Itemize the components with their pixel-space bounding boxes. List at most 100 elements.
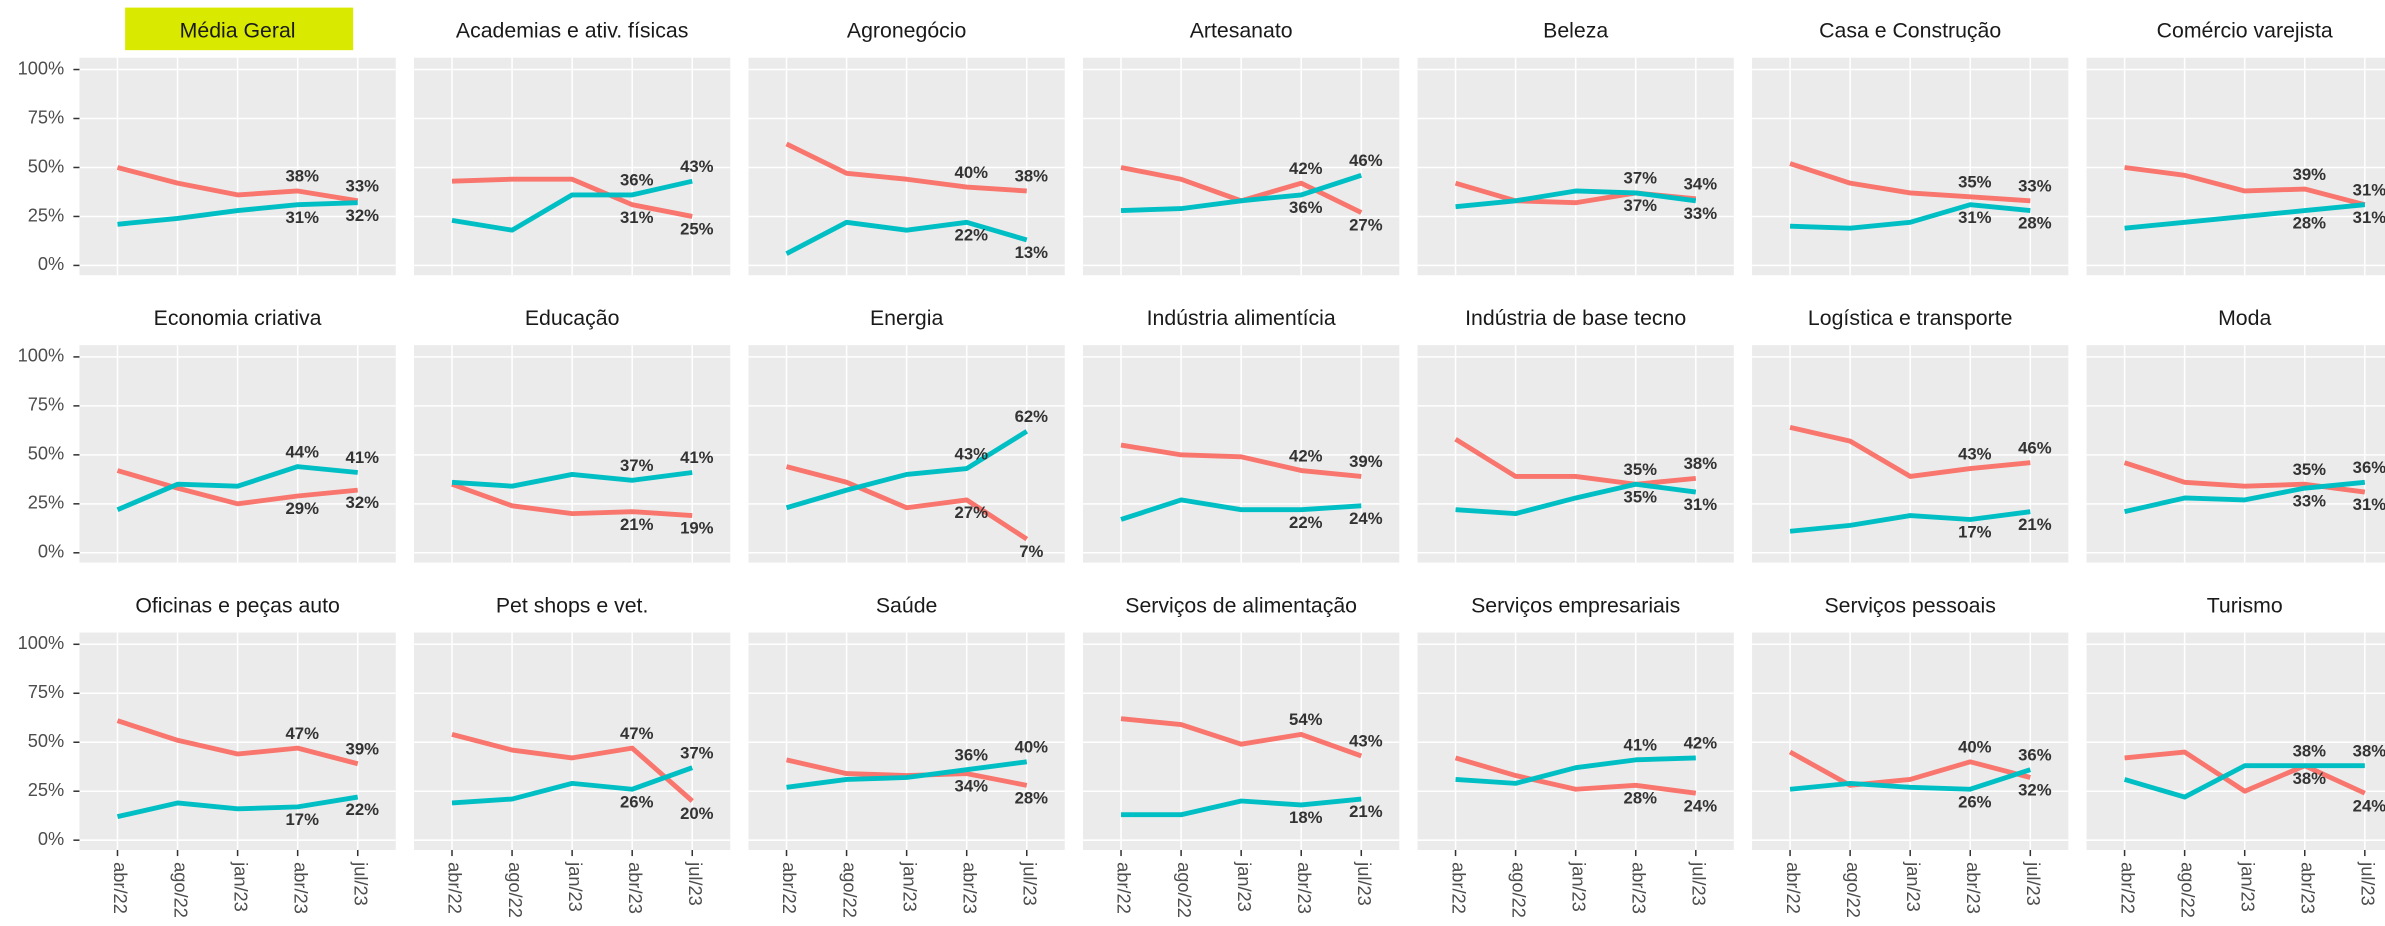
series-line xyxy=(1121,796,1362,818)
data-label: 24% xyxy=(1684,796,1718,815)
x-tick-label: ago/22 xyxy=(1174,862,1195,918)
series-line xyxy=(1455,481,1697,517)
x-tick-label: abr/23 xyxy=(2297,862,2318,914)
data-label: 26% xyxy=(1958,792,1992,811)
panel-background xyxy=(2086,345,2385,563)
data-label: 24% xyxy=(1349,509,1383,528)
series-line xyxy=(2124,202,2366,231)
panel-title: Artesanato xyxy=(1190,19,1293,43)
data-label: 35% xyxy=(1624,460,1658,479)
x-tick-label: abr/22 xyxy=(1114,862,1135,914)
panel-title: Turismo xyxy=(2207,593,2283,617)
data-label: 41% xyxy=(346,448,380,467)
x-tick-label: ago/22 xyxy=(1508,862,1529,918)
x-tick-label: ago/22 xyxy=(505,862,526,918)
series-line xyxy=(117,200,358,227)
x-tick-label: ago/22 xyxy=(839,862,860,918)
series-line xyxy=(1120,716,1363,759)
data-label: 32% xyxy=(346,493,380,512)
data-label: 13% xyxy=(1015,243,1049,262)
x-tick-label: jan/23 xyxy=(1903,861,1924,912)
data-label: 21% xyxy=(2018,515,2052,534)
panel-title: Indústria alimentícia xyxy=(1147,306,1336,330)
data-label: 27% xyxy=(1349,216,1383,235)
data-label: 36% xyxy=(1289,198,1323,217)
data-label: 46% xyxy=(2018,438,2052,457)
series-line xyxy=(1455,755,1696,786)
data-label: 43% xyxy=(1349,732,1383,751)
data-label: 24% xyxy=(2353,796,2385,815)
series-line xyxy=(116,718,359,767)
data-label: 25% xyxy=(680,220,714,239)
panel-title: Moda xyxy=(2218,306,2271,330)
panel-title: Saúde xyxy=(876,593,938,617)
data-label: 28% xyxy=(1015,788,1049,807)
panel-title: Oficinas e peças auto xyxy=(135,593,340,617)
y-tick-label: 50% xyxy=(28,443,65,464)
data-label: 17% xyxy=(1958,523,1992,542)
title-highlight xyxy=(125,7,354,51)
series-line xyxy=(785,141,1027,194)
data-label: 40% xyxy=(955,163,989,182)
data-label: 17% xyxy=(285,810,319,829)
x-tick-label: abr/22 xyxy=(1783,862,1804,914)
data-label: 31% xyxy=(285,208,319,227)
panel-title: Logística e transporte xyxy=(1808,306,2013,330)
data-label: 38% xyxy=(2353,741,2385,760)
y-tick-label: 100% xyxy=(18,632,65,653)
panel-title: Serviços empresariais xyxy=(1471,593,1680,617)
panel-background xyxy=(2086,57,2385,276)
x-tick-label: abr/23 xyxy=(1963,862,1984,914)
panel-title: Serviços de alimentação xyxy=(1125,593,1357,617)
x-tick-label: jan/23 xyxy=(565,861,586,912)
data-label: 47% xyxy=(285,724,319,743)
series-line xyxy=(1789,509,2031,534)
x-tick-label: abr/23 xyxy=(959,862,980,914)
y-tick-label: 75% xyxy=(28,106,65,127)
x-tick-label: ago/22 xyxy=(2177,862,2198,918)
y-tick-label: 50% xyxy=(28,155,65,176)
x-tick-label: jul/23 xyxy=(1354,861,1375,906)
data-label: 44% xyxy=(285,442,319,461)
panel-title: Casa e Construção xyxy=(1819,19,2001,43)
x-tick-label: jul/23 xyxy=(2023,861,2044,906)
panel-title: Beleza xyxy=(1543,19,1608,43)
data-label: 43% xyxy=(680,157,714,176)
data-label: 31% xyxy=(2353,495,2385,514)
data-label: 32% xyxy=(2018,781,2052,800)
data-label: 41% xyxy=(1624,736,1658,755)
data-label: 38% xyxy=(285,167,319,186)
data-label: 19% xyxy=(680,519,714,538)
panel-title: Energia xyxy=(870,306,943,330)
x-tick-label: jul/23 xyxy=(685,861,706,906)
data-label: 21% xyxy=(1349,802,1383,821)
y-tick-label: 25% xyxy=(28,492,65,513)
panel-title: Economia criativa xyxy=(154,306,322,330)
data-label: 21% xyxy=(620,515,654,534)
series-line xyxy=(2123,763,2365,800)
data-label: 31% xyxy=(2353,208,2385,227)
x-tick-label: jan/23 xyxy=(2237,861,2258,912)
panel-title: Educação xyxy=(525,306,620,330)
data-label: 40% xyxy=(1015,738,1049,757)
series-line xyxy=(1789,767,2032,792)
data-label: 35% xyxy=(1958,173,1992,192)
x-tick-label: jul/23 xyxy=(1019,861,1040,906)
data-label: 28% xyxy=(2293,214,2327,233)
data-label: 31% xyxy=(2353,180,2385,199)
data-label: 37% xyxy=(1624,169,1658,188)
y-tick-label: 50% xyxy=(28,730,65,751)
series-line xyxy=(1454,437,1697,487)
series-line xyxy=(2124,165,2366,208)
series-line xyxy=(2124,749,2366,796)
panel-title: Academias e ativ. físicas xyxy=(456,19,688,43)
series-line xyxy=(116,464,358,512)
data-label: 36% xyxy=(2018,745,2052,764)
data-label: 34% xyxy=(1684,175,1718,194)
data-label: 36% xyxy=(620,171,654,190)
data-label: 33% xyxy=(1684,204,1718,223)
panel-title: Média Geral xyxy=(180,19,296,43)
data-label: 22% xyxy=(1289,513,1323,532)
x-tick-label: jan/23 xyxy=(1568,861,1589,912)
